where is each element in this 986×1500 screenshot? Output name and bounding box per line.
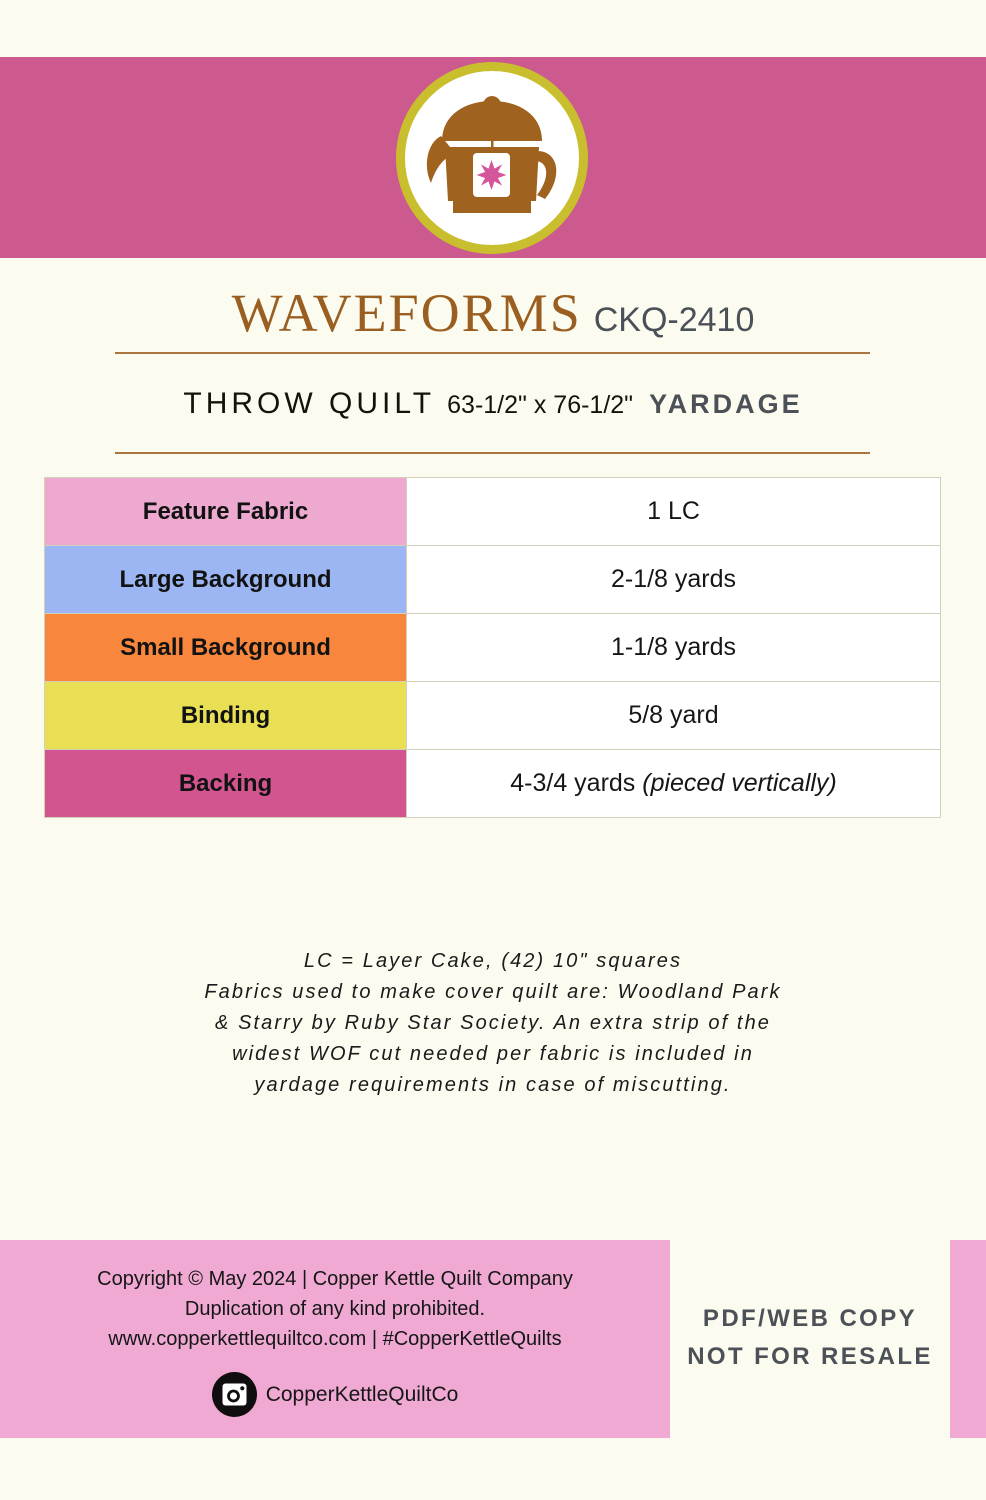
- table-row: Backing 4-3/4 yards (pieced vertically): [44, 749, 941, 818]
- table-row: Feature Fabric 1 LC: [44, 477, 941, 546]
- fabric-amount-cell: 1 LC: [406, 477, 941, 546]
- pattern-name: WAVEFORMS: [231, 283, 582, 343]
- resale-notice-line: PDF/WEB COPY: [702, 1305, 918, 1332]
- fabric-amount: 1-1/8 yards: [610, 633, 737, 661]
- quilt-type-label: THROW QUILT: [183, 387, 436, 420]
- instagram-handle[interactable]: CopperKettleQuiltCo: [265, 1382, 459, 1406]
- copyright-line: Copyright © May 2024 | Copper Kettle Qui…: [97, 1268, 573, 1290]
- fabric-amount-note: (pieced vertically): [642, 769, 837, 797]
- yardage-table: Feature Fabric 1 LC Large Background 2-1…: [44, 477, 941, 818]
- teapot-logo-icon: [396, 62, 588, 254]
- subtitle: THROW QUILT 63-1/2" x 76-1/2" YARDAGE: [0, 387, 986, 421]
- fabric-amount-cell: 2-1/8 yards: [406, 545, 941, 614]
- pattern-code: CKQ-2410: [593, 301, 755, 339]
- resale-notice: PDF/WEB COPY NOT FOR RESALE: [670, 1300, 950, 1376]
- note-line: Fabrics used to make cover quilt are: Wo…: [204, 981, 782, 1003]
- fabric-note: LC = Layer Cake, (42) 10" squares Fabric…: [60, 946, 926, 1101]
- fabric-amount-cell: 4-3/4 yards (pieced vertically): [406, 749, 941, 818]
- note-line: widest WOF cut needed per fabric is incl…: [232, 1043, 754, 1065]
- page-title: WAVEFORMS CKQ-2410: [0, 282, 986, 344]
- fabric-label-cell: Backing: [44, 749, 407, 818]
- fabric-amount: 1 LC: [647, 497, 700, 525]
- fabric-amount-cell: 1-1/8 yards: [406, 613, 941, 682]
- table-row: Small Background 1-1/8 yards: [44, 613, 941, 682]
- footer-band-accent: [950, 1240, 986, 1438]
- fabric-label-cell: Binding: [44, 681, 407, 750]
- section-heading-yardage: YARDAGE: [649, 389, 803, 419]
- fabric-amount: 5/8 yard: [628, 701, 719, 729]
- footer-band: [0, 1240, 670, 1438]
- table-row: Binding 5/8 yard: [44, 681, 941, 750]
- note-line: yardage requirements in case of miscutti…: [254, 1074, 732, 1096]
- fabric-label-cell: Large Background: [44, 545, 407, 614]
- divider-top: [115, 352, 870, 354]
- instagram-icon[interactable]: [211, 1372, 257, 1417]
- table-row: Large Background 2-1/8 yards: [44, 545, 941, 614]
- fabric-label-cell: Feature Fabric: [44, 477, 407, 546]
- quilt-dimensions: 63-1/2" x 76-1/2": [447, 391, 634, 419]
- note-line: LC = Layer Cake, (42) 10" squares: [303, 950, 683, 972]
- teapot-glyph: [426, 96, 557, 213]
- note-line: & Starry by Ruby Star Society. An extra …: [214, 1012, 772, 1034]
- divider-bottom: [115, 452, 870, 454]
- fabric-amount: 4-3/4 yards: [510, 769, 636, 797]
- fabric-amount: 2-1/8 yards: [610, 565, 737, 593]
- fabric-label-cell: Small Background: [44, 613, 407, 682]
- resale-notice-line: NOT FOR RESALE: [687, 1343, 933, 1370]
- instagram-row[interactable]: CopperKettleQuiltCo: [0, 1372, 670, 1417]
- fabric-amount-cell: 5/8 yard: [406, 681, 941, 750]
- copyright-block: Copyright © May 2024 | Copper Kettle Qui…: [0, 1264, 670, 1354]
- duplication-line: Duplication of any kind prohibited.: [184, 1298, 486, 1320]
- website-line[interactable]: www.copperkettlequiltco.com | #CopperKet…: [108, 1328, 562, 1350]
